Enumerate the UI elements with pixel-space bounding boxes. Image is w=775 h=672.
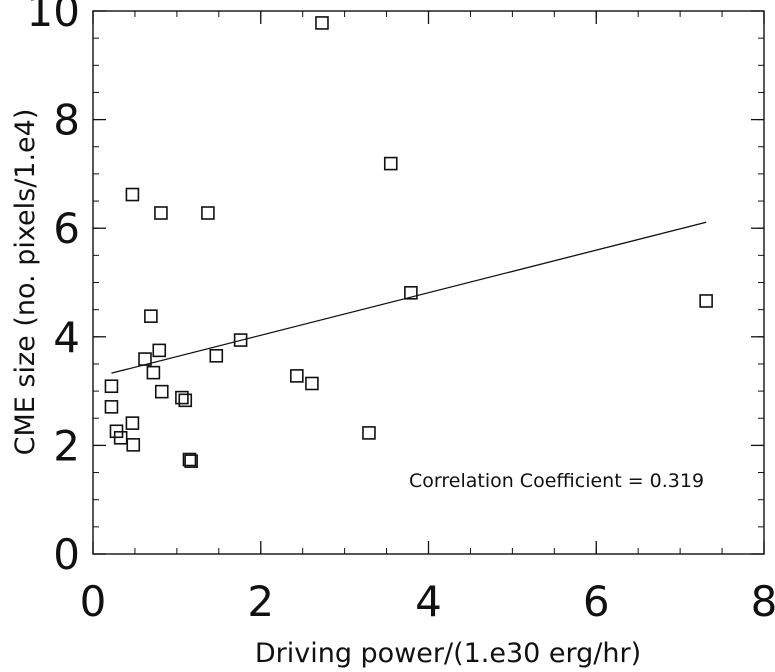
data-point bbox=[104, 400, 119, 414]
x-tick-label: 0 bbox=[80, 577, 107, 626]
data-point bbox=[104, 379, 119, 394]
x-tick-label: 4 bbox=[415, 577, 442, 626]
data-point bbox=[154, 206, 168, 220]
y-axis-title: CME size (no. pixels/1.e4) bbox=[10, 109, 41, 456]
correlation-annotation: Correlation Coefficient = 0.319 bbox=[409, 470, 704, 492]
data-point bbox=[126, 438, 141, 452]
data-point bbox=[113, 430, 128, 445]
data-point bbox=[315, 16, 329, 30]
x-tick-label: 6 bbox=[583, 577, 610, 626]
major-ticks bbox=[92, 10, 765, 555]
y-tick-label: 8 bbox=[53, 96, 80, 145]
data-point bbox=[138, 352, 152, 366]
data-point bbox=[209, 349, 224, 363]
data-point bbox=[362, 426, 376, 440]
data-point bbox=[178, 393, 193, 408]
y-tick-label: 6 bbox=[53, 204, 80, 253]
data-point bbox=[152, 343, 167, 358]
data-point bbox=[146, 365, 161, 380]
x-axis-title: Driving power/(1.e30 erg/hr) bbox=[255, 638, 641, 669]
data-point bbox=[290, 369, 304, 383]
x-tick-label: 8 bbox=[751, 577, 775, 626]
data-point bbox=[125, 187, 140, 202]
regression-fit-line bbox=[111, 221, 707, 374]
x-tick-labels: 0 2 4 6 8 bbox=[80, 577, 775, 626]
y-tick-labels: 0 2 4 6 8 10 bbox=[27, 0, 80, 579]
data-point bbox=[175, 390, 189, 405]
data-point bbox=[125, 416, 140, 430]
y-tick-label: 0 bbox=[53, 530, 80, 579]
data-point bbox=[305, 376, 319, 391]
y-tick-label: 4 bbox=[53, 313, 80, 362]
data-point bbox=[201, 206, 215, 220]
data-point bbox=[383, 156, 398, 171]
data-point bbox=[144, 309, 158, 323]
data-point bbox=[404, 286, 418, 300]
data-point bbox=[154, 384, 169, 399]
y-tick-label: 2 bbox=[53, 421, 80, 470]
data-point bbox=[182, 452, 197, 467]
data-points bbox=[104, 16, 713, 468]
y-tick-label: 10 bbox=[27, 0, 80, 36]
data-point bbox=[699, 294, 713, 308]
x-tick-label: 2 bbox=[247, 577, 274, 626]
data-point bbox=[184, 454, 198, 468]
data-point bbox=[233, 333, 248, 347]
